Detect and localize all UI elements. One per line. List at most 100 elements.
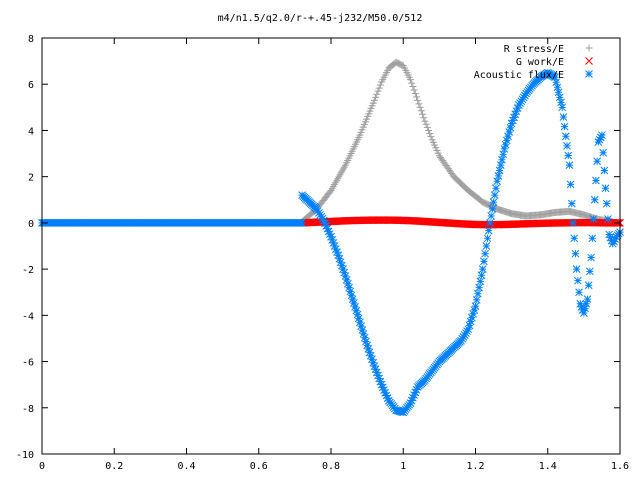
r-stress-point xyxy=(420,114,428,122)
acoustic-flux-point xyxy=(360,333,369,342)
acoustic-flux-point xyxy=(567,199,576,208)
acoustic-flux-point xyxy=(601,184,610,193)
acoustic-flux-point xyxy=(551,73,559,82)
acoustic-flux-point xyxy=(370,362,379,371)
x-tick-label: 0.6 xyxy=(250,461,268,472)
x-tick-label: 0.2 xyxy=(105,461,123,472)
acoustic-flux-point xyxy=(341,272,350,280)
acoustic-flux-point xyxy=(565,161,574,169)
acoustic-flux-point xyxy=(347,291,356,300)
acoustic-flux-point xyxy=(476,277,485,286)
r-stress-point xyxy=(406,76,414,84)
acoustic-flux-point xyxy=(592,176,600,185)
acoustic-flux-point xyxy=(465,321,474,330)
acoustic-flux-point xyxy=(559,113,568,121)
acoustic-flux-point xyxy=(501,140,510,149)
acoustic-flux-point xyxy=(598,131,606,139)
r-stress-point xyxy=(375,84,383,92)
axis-ticks: 0 0.2 0.4 0.6 0.8 1 1.2 1.4 1.6 8 6 4 2 0 -2 -4 -6 -8 -10 xyxy=(16,34,629,472)
acoustic-flux-point xyxy=(312,205,321,213)
acoustic-flux-point xyxy=(581,304,589,313)
acoustic-flux-point xyxy=(554,88,563,97)
r-stress-point xyxy=(419,110,427,118)
acoustic-flux-point xyxy=(506,123,515,132)
acoustic-flux-point xyxy=(572,265,581,273)
acoustic-flux-point xyxy=(469,309,477,318)
acoustic-flux-point xyxy=(382,391,391,400)
acoustic-flux-point xyxy=(558,103,567,112)
chart-title: m4/n1.5/q2.0/r-+.45-j232/M50.0/512 xyxy=(218,13,423,24)
acoustic-flux-point xyxy=(375,374,384,383)
acoustic-flux-point xyxy=(563,141,571,150)
acoustic-flux-point xyxy=(319,216,328,225)
acoustic-flux-point xyxy=(297,219,306,227)
acoustic-flux-point xyxy=(480,257,488,266)
acoustic-flux-point xyxy=(352,306,361,315)
acoustic-flux-point xyxy=(323,224,332,233)
acoustic-flux-point xyxy=(468,313,476,322)
acoustic-flux-point xyxy=(381,388,390,397)
acoustic-flux-point xyxy=(511,110,520,119)
acoustic-flux-point xyxy=(317,212,326,221)
acoustic-flux-series xyxy=(38,68,624,417)
acoustic-flux-point xyxy=(493,177,502,186)
acoustic-flux-point xyxy=(582,299,591,308)
acoustic-flux-point xyxy=(507,119,516,128)
acoustic-flux-point xyxy=(607,236,616,245)
acoustic-flux-point xyxy=(325,230,334,238)
y-tick-label: -6 xyxy=(22,358,34,369)
acoustic-flux-point xyxy=(374,371,382,380)
acoustic-flux-point xyxy=(600,166,609,175)
acoustic-flux-point xyxy=(494,172,503,180)
legend-label: G work/E xyxy=(516,57,564,68)
acoustic-flux-point xyxy=(344,279,352,288)
r-stress-point xyxy=(423,123,431,131)
x-tick-label: 1.4 xyxy=(539,461,557,472)
legend-label: R stress/E xyxy=(504,44,564,55)
acoustic-flux-point xyxy=(357,322,365,330)
r-stress-point xyxy=(372,93,380,101)
acoustic-flux-point xyxy=(407,396,416,405)
acoustic-flux-point xyxy=(470,306,479,314)
acoustic-flux-point xyxy=(560,122,569,131)
acoustic-flux-point xyxy=(335,254,344,263)
y-tick-label: 2 xyxy=(28,173,34,184)
x-tick-label: 0.8 xyxy=(322,461,340,472)
r-stress-point xyxy=(374,87,382,95)
acoustic-flux-point xyxy=(610,237,618,246)
acoustic-flux-point xyxy=(574,276,582,285)
legend: R stress/E G work/E Acoustic flux/E xyxy=(474,44,593,81)
acoustic-flux-point xyxy=(478,265,487,273)
r-stress-point xyxy=(414,96,422,104)
acoustic-flux-point xyxy=(334,251,343,260)
acoustic-flux-point xyxy=(316,210,325,219)
x-tick-label: 1.2 xyxy=(466,461,484,472)
r-stress-point xyxy=(376,81,384,89)
acoustic-flux-point xyxy=(463,327,471,335)
acoustic-flux-point xyxy=(313,207,322,215)
y-tick-label: -2 xyxy=(22,265,34,276)
acoustic-flux-point xyxy=(342,276,351,284)
acoustic-flux-point xyxy=(481,249,489,258)
r-stress-point xyxy=(426,130,434,138)
acoustic-flux-point xyxy=(599,148,607,157)
acoustic-flux-point xyxy=(593,157,601,166)
acoustic-flux-point xyxy=(364,344,373,353)
acoustic-flux-point xyxy=(315,209,323,217)
legend-marker xyxy=(585,44,593,52)
acoustic-flux-point xyxy=(328,235,337,244)
x-tick-label: 0.4 xyxy=(177,461,195,472)
r-stress-point xyxy=(370,96,378,104)
acoustic-flux-point xyxy=(488,205,497,213)
acoustic-flux-point xyxy=(512,107,521,116)
r-stress-point xyxy=(422,120,430,128)
acoustic-flux-point xyxy=(372,368,381,377)
acoustic-flux-point xyxy=(411,388,420,397)
acoustic-flux-point xyxy=(604,215,612,223)
acoustic-flux-point xyxy=(508,116,517,125)
x-tick-label: 1 xyxy=(400,461,406,472)
acoustic-flux-point xyxy=(371,365,380,374)
x-tick-label: 1.6 xyxy=(611,461,629,472)
acoustic-flux-point xyxy=(594,138,603,146)
